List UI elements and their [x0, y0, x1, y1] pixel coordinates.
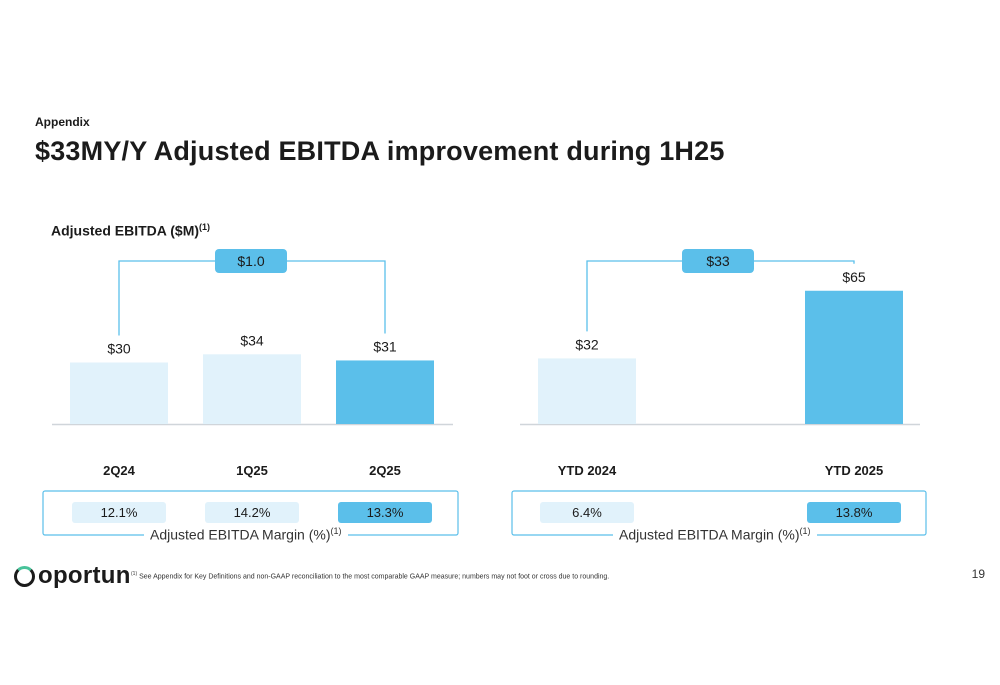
margin-caption-right-footnote-mark: (1)	[799, 526, 811, 536]
margin-value-1q25: 14.2%	[234, 505, 271, 520]
margin-caption-left-text: Adjusted EBITDA Margin (%)	[150, 526, 331, 543]
margin-caption-right: Adjusted EBITDA Margin (%)(1)	[613, 526, 817, 543]
bar-2q25	[336, 360, 434, 424]
margin-pill-ytd-2025	[807, 502, 901, 523]
margin-caption-left: Adjusted EBITDA Margin (%)(1)	[144, 526, 348, 543]
margin-caption-left-footnote-mark: (1)	[330, 526, 342, 536]
category-label-ytd-2025: YTD 2025	[825, 463, 884, 478]
oportun-logo-text: oportun	[38, 562, 131, 589]
oportun-logo: oportun	[14, 562, 131, 590]
margin-value-2q24: 12.1%	[101, 505, 138, 520]
section-label: Appendix	[35, 115, 90, 129]
margin-pill-1q25	[205, 502, 299, 523]
value-label-ytd-2024: $32	[575, 336, 599, 352]
footnote: (1) See Appendix for Key Definitions and…	[131, 571, 609, 580]
page-number: 19	[971, 567, 985, 581]
margin-value-ytd-2025: 13.8%	[836, 505, 873, 520]
margin-pill-2q25	[338, 502, 432, 523]
bar-ytd-2024	[538, 358, 636, 424]
page-title: $33MY/Y Adjusted EBITDA improvement duri…	[35, 136, 725, 166]
chart-title-text: Adjusted EBITDA ($M)	[51, 222, 200, 239]
chart-0-change-label: $1.0	[237, 253, 264, 269]
chart-1-change-label: $33	[706, 253, 730, 269]
value-label-2q24: $30	[107, 341, 131, 357]
bar-1q25	[203, 354, 301, 424]
category-label-1q25: 1Q25	[236, 463, 268, 478]
chart-title-footnote-mark: (1)	[199, 222, 211, 232]
footnote-text: See Appendix for Key Definitions and non…	[139, 573, 610, 581]
margin-pill-2q24	[72, 502, 166, 523]
margin-value-2q25: 13.3%	[367, 505, 404, 520]
margin-value-ytd-2024: 6.4%	[572, 505, 602, 520]
category-label-2q24: 2Q24	[103, 463, 136, 478]
bar-2q24	[70, 362, 168, 424]
oportun-logo-mark-icon	[14, 565, 35, 587]
category-label-2q25: 2Q25	[369, 463, 401, 478]
chart-title: Adjusted EBITDA ($M)(1)	[51, 222, 210, 239]
value-label-2q25: $31	[373, 338, 397, 354]
footnote-mark: (1)	[131, 571, 138, 577]
category-label-ytd-2024: YTD 2024	[558, 463, 617, 478]
margin-pill-ytd-2024	[540, 502, 634, 523]
bar-ytd-2025	[805, 290, 903, 424]
value-label-ytd-2025: $65	[842, 269, 866, 285]
value-label-1q25: $34	[240, 332, 264, 348]
chart-1-change-pill	[682, 249, 754, 273]
margin-caption-right-text: Adjusted EBITDA Margin (%)	[619, 526, 800, 543]
chart-0-change-pill	[215, 249, 287, 273]
